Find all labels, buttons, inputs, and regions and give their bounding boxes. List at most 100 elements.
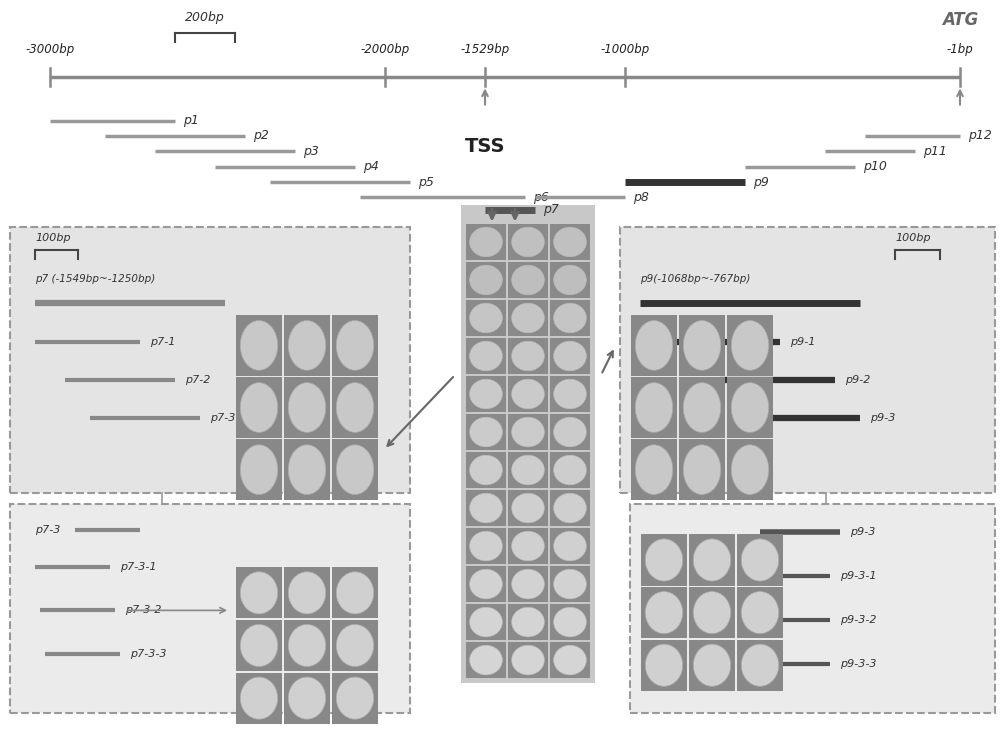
Ellipse shape (470, 265, 502, 295)
Ellipse shape (470, 227, 502, 257)
Text: ATG: ATG (942, 11, 978, 29)
Bar (631, 439, 677, 500)
Ellipse shape (693, 539, 731, 581)
Text: p12: p12 (968, 129, 992, 143)
Bar (332, 567, 378, 618)
Ellipse shape (512, 455, 544, 485)
Ellipse shape (731, 321, 769, 371)
Bar (689, 534, 735, 586)
Bar (641, 534, 687, 586)
Bar (236, 377, 282, 438)
Ellipse shape (635, 445, 673, 495)
Text: p11: p11 (923, 145, 947, 158)
Text: p10: p10 (863, 160, 887, 173)
Text: p7-3-2: p7-3-2 (125, 605, 162, 616)
Text: p7-3: p7-3 (35, 525, 60, 535)
Bar (508, 300, 548, 336)
Bar (284, 439, 330, 500)
Ellipse shape (512, 341, 544, 371)
Ellipse shape (554, 227, 586, 257)
Ellipse shape (470, 379, 502, 409)
Bar (332, 673, 378, 724)
Text: 200bp: 200bp (185, 11, 225, 24)
Bar (550, 490, 590, 526)
Bar (508, 642, 548, 678)
Bar (550, 414, 590, 450)
Ellipse shape (240, 624, 278, 667)
Bar (236, 620, 282, 671)
Text: p9-3-2: p9-3-2 (840, 615, 877, 625)
Bar (737, 640, 783, 691)
Ellipse shape (512, 493, 544, 523)
Ellipse shape (240, 445, 278, 495)
Bar (508, 414, 548, 450)
Ellipse shape (240, 677, 278, 719)
Bar (284, 673, 330, 724)
Bar (466, 300, 506, 336)
Bar (332, 377, 378, 438)
Bar (332, 315, 378, 376)
Bar (679, 315, 725, 376)
Ellipse shape (470, 303, 502, 333)
Text: p5: p5 (418, 175, 434, 189)
Bar (737, 534, 783, 586)
Ellipse shape (512, 531, 544, 561)
Ellipse shape (336, 677, 374, 719)
Ellipse shape (470, 607, 502, 637)
Bar (332, 620, 378, 671)
Ellipse shape (512, 379, 544, 409)
Ellipse shape (693, 591, 731, 634)
Ellipse shape (336, 572, 374, 614)
Ellipse shape (645, 591, 683, 634)
Text: p9-3-1: p9-3-1 (840, 571, 877, 581)
Ellipse shape (683, 383, 721, 433)
Bar (727, 377, 773, 438)
Text: 100bp: 100bp (35, 232, 71, 243)
Bar (466, 452, 506, 488)
Text: p7 (-1549bp~-1250bp): p7 (-1549bp~-1250bp) (35, 274, 155, 284)
Text: p2: p2 (253, 129, 269, 143)
Bar (466, 528, 506, 564)
Ellipse shape (512, 607, 544, 637)
Ellipse shape (554, 493, 586, 523)
Text: p4: p4 (363, 160, 379, 173)
Text: p9-3-3: p9-3-3 (840, 659, 877, 669)
Bar (679, 439, 725, 500)
Bar (236, 315, 282, 376)
Ellipse shape (512, 417, 544, 447)
Ellipse shape (470, 341, 502, 371)
Text: p7: p7 (543, 203, 559, 216)
Text: -1bp: -1bp (947, 43, 973, 56)
Bar (508, 452, 548, 488)
Ellipse shape (554, 303, 586, 333)
Bar (550, 604, 590, 640)
Bar (550, 528, 590, 564)
Text: p7-3: p7-3 (210, 413, 235, 423)
Bar (466, 262, 506, 298)
Text: p9: p9 (753, 175, 769, 189)
Ellipse shape (336, 321, 374, 371)
Ellipse shape (554, 455, 586, 485)
Bar (508, 376, 548, 412)
Ellipse shape (288, 383, 326, 433)
Ellipse shape (683, 445, 721, 495)
Bar (236, 567, 282, 618)
Ellipse shape (470, 493, 502, 523)
Bar (284, 567, 330, 618)
Bar (641, 587, 687, 638)
Text: p8: p8 (633, 191, 649, 204)
Bar (550, 262, 590, 298)
Bar (508, 490, 548, 526)
Bar (631, 377, 677, 438)
Text: p9(-1068bp~-767bp): p9(-1068bp~-767bp) (640, 274, 750, 284)
Ellipse shape (554, 531, 586, 561)
Bar (550, 224, 590, 260)
Text: p9-3: p9-3 (850, 527, 875, 537)
Ellipse shape (554, 417, 586, 447)
Ellipse shape (336, 383, 374, 433)
Text: p9-3: p9-3 (870, 413, 895, 423)
Bar (284, 620, 330, 671)
Bar (550, 642, 590, 678)
Ellipse shape (288, 445, 326, 495)
Text: p9-2: p9-2 (845, 375, 870, 385)
